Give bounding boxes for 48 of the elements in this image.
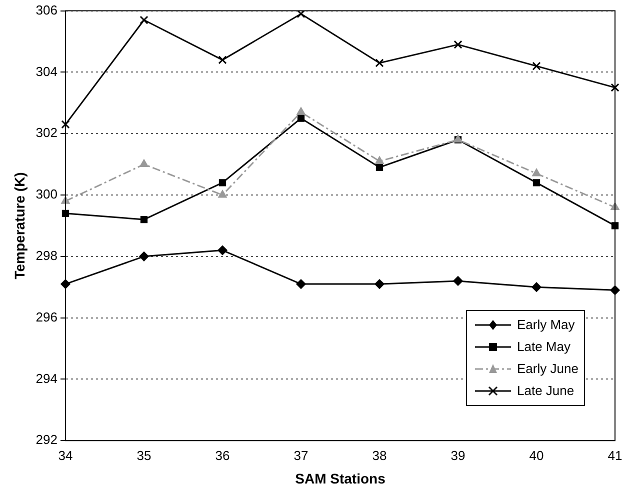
point — [376, 164, 384, 171]
point — [532, 168, 541, 176]
x-tick-label: 34 — [58, 448, 73, 463]
y-axis-title: Temperature (K) — [11, 172, 28, 280]
y-tick-label: 300 — [36, 186, 58, 202]
point — [374, 279, 384, 289]
point — [218, 246, 228, 256]
legend-label: Early June — [517, 361, 578, 376]
x-axis-title: SAM Stations — [295, 470, 386, 486]
y-tick-label: 304 — [36, 64, 58, 79]
y-tick-label: 302 — [36, 125, 58, 140]
legend-label: Late June — [517, 383, 574, 398]
point — [610, 83, 620, 92]
point — [140, 160, 148, 168]
point — [296, 10, 306, 18]
point — [454, 40, 462, 49]
x-tick-label: 39 — [450, 448, 466, 463]
point — [140, 216, 148, 224]
legend-label: Early May — [517, 317, 575, 332]
point — [532, 62, 541, 70]
x-tick-label: 36 — [215, 448, 230, 463]
x-tick-label: 40 — [529, 448, 544, 463]
point — [140, 16, 148, 24]
x-tick-label: 35 — [136, 448, 152, 463]
x-tick-label: 38 — [372, 448, 387, 463]
point — [532, 282, 542, 292]
point — [61, 120, 70, 129]
y-tick-label: 306 — [36, 2, 58, 18]
point — [453, 276, 463, 286]
point — [296, 279, 306, 289]
point — [532, 179, 540, 186]
y-tick-label: 296 — [36, 309, 58, 324]
point — [218, 190, 227, 198]
x-tick-label: 37 — [294, 448, 308, 463]
x-tick-label: 41 — [608, 448, 622, 463]
point — [218, 179, 226, 186]
point — [296, 107, 306, 115]
y-tick-label: 298 — [36, 248, 58, 263]
y-tick-label: 294 — [36, 370, 58, 386]
legend-label: Late May — [517, 339, 570, 354]
point — [218, 56, 227, 64]
point — [60, 279, 70, 289]
point — [611, 222, 619, 230]
point — [297, 114, 305, 122]
point — [375, 58, 384, 68]
point — [375, 156, 384, 164]
point — [139, 252, 149, 262]
y-tick-label: 292 — [36, 432, 58, 448]
